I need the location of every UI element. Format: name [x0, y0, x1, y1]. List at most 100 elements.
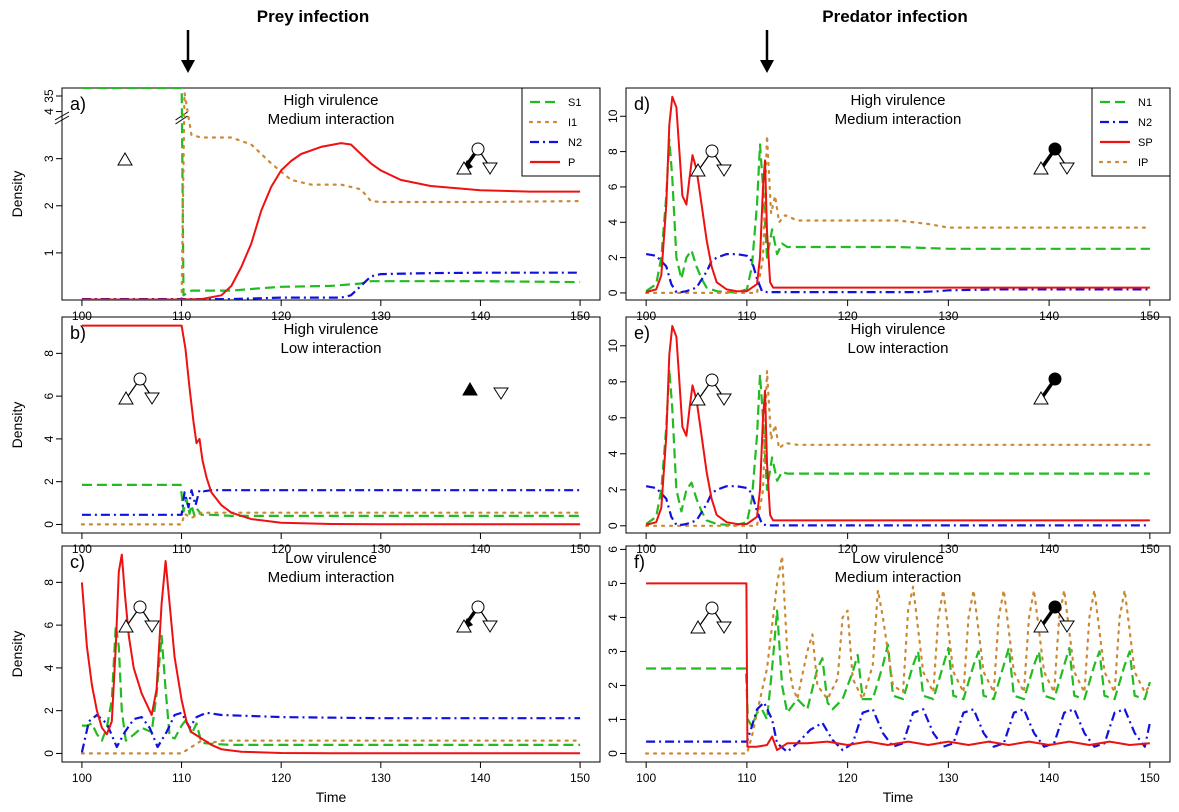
series-line-ip [644, 555, 1152, 755]
right-column-title: Predator infection [822, 7, 967, 26]
y-tick-label: 6 [42, 621, 56, 628]
y-axis-title: Density [9, 402, 25, 449]
y-tick-label: 8 [606, 378, 620, 385]
x-tick-label: 140 [1039, 771, 1059, 785]
y-tick-label: 2 [606, 254, 620, 261]
network-motif-icon [690, 373, 732, 406]
plot-frame [61, 316, 601, 534]
x-tick-label: 100 [636, 309, 656, 323]
network-motif-icon [1033, 372, 1062, 405]
series-line-n1 [646, 609, 1151, 728]
y-axis-title: Density [9, 171, 25, 218]
network-motif-icon [493, 387, 509, 400]
panel-f: Low virulence Medium interaction f) 0 1 2 3 4 5 6… [606, 545, 1171, 805]
y-tick-label: 2 [606, 486, 620, 493]
x-tick-label: 110 [737, 542, 756, 556]
network-motif-icon [456, 142, 498, 175]
y-tick-label: 0 [42, 521, 56, 528]
plot-frame [625, 316, 1171, 534]
panel-title-line2: Low interaction [848, 340, 949, 357]
panel-letter: a) [70, 94, 86, 114]
series-line-i1 [180, 91, 582, 300]
x-tick-label: 110 [172, 542, 191, 556]
y-tick-label: 35 [42, 89, 56, 103]
x-tick-label: 140 [1039, 542, 1059, 556]
x-tick-label: 100 [72, 309, 92, 323]
y-tick-label: 8 [42, 350, 56, 357]
series-line-n2 [81, 271, 581, 300]
network-motif-icon [1033, 142, 1075, 175]
x-tick-label: 110 [737, 309, 756, 323]
series-line-sp [646, 582, 1150, 752]
series-line-n1 [81, 483, 581, 518]
x-tick-label: 130 [371, 771, 391, 785]
x-tick-label: 140 [1039, 309, 1059, 323]
series-line-n2 [81, 489, 581, 516]
x-tick-label: 110 [172, 309, 191, 323]
left-arrow-icon [181, 30, 195, 73]
series-line-n2 [80, 711, 581, 753]
y-tick-label: 2 [42, 478, 56, 485]
right-arrow-icon [760, 30, 774, 73]
legend-label: SP [1138, 137, 1153, 149]
x-axis-title: Time [316, 789, 347, 805]
x-tick-label: 100 [72, 771, 92, 785]
panel-letter: c) [70, 552, 85, 572]
x-tick-label: 120 [838, 309, 858, 323]
legend-label: N2 [568, 137, 582, 149]
panel-letter: b) [70, 323, 86, 343]
series-line-sp [645, 95, 1150, 294]
panel-d: High virulence Medium interaction d) 0 2 4 6 8 1… [606, 87, 1171, 323]
network-motif-icon [1033, 600, 1075, 633]
series-line-ip [644, 369, 1152, 527]
panel-title-line2: Low interaction [281, 340, 382, 357]
y-tick-label: 2 [42, 707, 56, 714]
legend-label: N1 [1138, 97, 1152, 109]
y-tick-label: 5 [606, 580, 620, 587]
panel-letter: f) [634, 552, 645, 572]
x-tick-label: 130 [938, 771, 958, 785]
y-tick-label: 2 [42, 202, 56, 209]
x-tick-label: 130 [371, 309, 391, 323]
series-line-ip [80, 511, 582, 526]
x-axis-title: Time [883, 789, 914, 805]
x-tick-label: 150 [1140, 771, 1160, 785]
x-tick-label: 150 [570, 771, 590, 785]
x-tick-label: 100 [636, 771, 656, 785]
panel-c: Low virulence Medium interaction c) 0 2 4 6 8 10… [9, 545, 601, 805]
x-tick-label: 140 [470, 542, 490, 556]
x-tick-label: 150 [570, 309, 590, 323]
series-line-n2 [646, 701, 1151, 753]
y-tick-label: 10 [606, 339, 620, 353]
y-tick-label: 6 [42, 392, 56, 399]
y-tick-label: 8 [606, 148, 620, 155]
legend-label: I1 [568, 117, 577, 129]
plot-frame [625, 87, 1171, 301]
legend-label: IP [1138, 157, 1148, 169]
x-tick-label: 130 [938, 309, 958, 323]
series-line-n2 [645, 253, 1150, 294]
y-tick-label: 6 [606, 414, 620, 421]
series-line-p [80, 553, 581, 755]
y-tick-label: 2 [606, 682, 620, 689]
series-line-n1 [645, 138, 1150, 294]
y-tick-label: 0 [606, 750, 620, 757]
y-tick-label: 4 [42, 664, 56, 671]
network-motif-icon [690, 601, 732, 634]
panel-a: High virulence Medium interaction a) 1 2 3 4 35… [9, 87, 601, 323]
network-motif-icon [117, 152, 133, 166]
legend-label: N2 [1138, 117, 1152, 129]
network-motif-icon [690, 144, 732, 177]
y-tick-label: 0 [42, 750, 56, 757]
legend: S1 I1 N2 P [521, 87, 601, 177]
series-line-p [81, 142, 581, 300]
panel-title-line2: Medium interaction [835, 111, 962, 128]
panel-title-line1: Low virulence [285, 550, 377, 567]
series-line-n2 [645, 485, 1150, 527]
x-tick-label: 120 [838, 771, 858, 785]
plot-frame [61, 87, 601, 301]
y-tick-label: 1 [42, 249, 56, 256]
